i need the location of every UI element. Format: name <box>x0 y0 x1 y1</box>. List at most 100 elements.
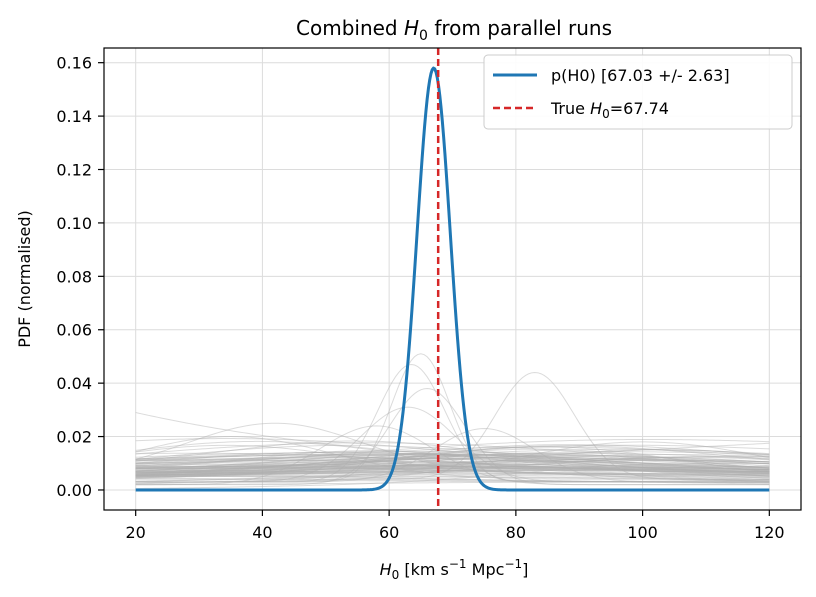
individual-run-curve <box>135 456 770 470</box>
individual-run-curve <box>135 459 770 473</box>
y-axis-label: PDF (normalised) <box>15 210 34 348</box>
individual-run-curve <box>135 446 770 473</box>
legend-truth-label: True H0=67.74 <box>550 99 669 121</box>
individual-run-curve <box>135 442 770 465</box>
individual-run-curve <box>135 440 770 476</box>
individual-run-curve <box>135 449 770 485</box>
individual-run-curve <box>135 363 770 483</box>
individual-run-curve <box>135 473 770 480</box>
individual-run-curve <box>135 463 770 474</box>
individual-run-curve <box>135 468 770 477</box>
individual-run-curve <box>135 451 770 476</box>
individual-run-curves <box>135 353 770 490</box>
individual-run-curve <box>135 480 770 486</box>
individual-run-curve <box>135 436 770 480</box>
legend-box <box>483 54 793 130</box>
individual-run-curve <box>135 470 770 480</box>
individual-run-curve <box>135 469 770 483</box>
x-axis-label: H0 [km s−1 Mpc−1] <box>380 557 529 582</box>
individual-run-curve <box>135 453 770 472</box>
individual-run-curve <box>135 465 770 474</box>
y-tick-label: 0.02 <box>56 428 92 447</box>
individual-run-curve <box>135 460 770 474</box>
y-tick-label: 0.12 <box>56 161 92 180</box>
individual-run-curve <box>135 468 770 475</box>
individual-run-curve <box>135 458 770 477</box>
individual-run-curve <box>135 425 770 486</box>
individual-run-curve <box>135 461 770 473</box>
individual-run-curve <box>135 456 770 471</box>
individual-run-curve <box>135 458 770 478</box>
individual-run-curve <box>135 412 770 471</box>
combined-curve-layer <box>135 66 770 492</box>
y-tick-label: 0.00 <box>56 481 92 500</box>
individual-run-curve <box>135 474 770 484</box>
individual-run-curve <box>135 456 770 482</box>
individual-run-curve <box>135 454 770 478</box>
individual-run-curve <box>135 450 770 473</box>
individual-run-curve <box>135 456 770 472</box>
individual-run-curve <box>135 467 770 473</box>
legend-combined-label: p(H0) [67.03 +/- 2.63] <box>551 66 730 85</box>
y-tick-label: 0.04 <box>56 374 92 393</box>
x-tick-label: 80 <box>506 523 526 542</box>
individual-run-curve <box>135 446 770 466</box>
individual-run-curve <box>135 444 770 468</box>
x-tick-label: 100 <box>627 523 658 542</box>
individual-run-curve <box>135 453 770 471</box>
individual-run-curve <box>135 475 770 481</box>
individual-run-curve <box>135 441 770 483</box>
y-axis-ticks: 0.00 0.02 0.04 0.06 0.08 0.10 0.12 0.14 0.16 <box>56 54 104 500</box>
individual-run-curve <box>135 472 770 479</box>
individual-run-curve <box>135 444 770 476</box>
individual-run-curve <box>135 469 770 480</box>
y-tick-label: 0.16 <box>56 54 92 73</box>
individual-run-curve <box>135 474 770 485</box>
individual-run-curve <box>135 479 770 484</box>
individual-run-curve <box>135 454 770 470</box>
individual-run-curve <box>135 466 770 471</box>
individual-run-curve <box>135 448 770 473</box>
individual-run-curve <box>135 455 770 478</box>
individual-run-curve <box>135 452 770 471</box>
y-tick-label: 0.14 <box>56 107 92 126</box>
individual-run-curve <box>135 465 770 473</box>
individual-run-curve <box>135 462 770 477</box>
legend: p(H0) [67.03 +/- 2.63] True H0=67.74 <box>483 54 793 130</box>
individual-run-curve <box>135 460 770 475</box>
individual-run-curve <box>135 477 770 484</box>
individual-run-curve <box>135 444 770 472</box>
individual-run-curve <box>135 471 770 477</box>
individual-run-curve <box>135 455 770 469</box>
individual-run-curve <box>135 465 770 476</box>
y-tick-label: 0.06 <box>56 321 92 340</box>
individual-run-curve <box>135 438 770 475</box>
individual-run-curve <box>135 406 770 483</box>
individual-run-curve <box>135 453 770 472</box>
individual-run-curve <box>135 353 770 483</box>
individual-run-curve <box>135 463 770 477</box>
individual-run-curve <box>135 452 770 475</box>
individual-run-curve <box>135 466 770 482</box>
individual-run-curve <box>135 457 770 475</box>
individual-run-curve <box>135 452 770 465</box>
individual-run-curve <box>135 453 770 469</box>
individual-run-curve <box>135 371 770 480</box>
plot-frame <box>103 47 802 511</box>
x-tick-label: 20 <box>126 523 146 542</box>
individual-run-curve <box>135 467 770 476</box>
individual-run-curve <box>135 452 770 475</box>
individual-run-curve <box>135 464 770 473</box>
x-axis-ticks: 20 40 60 80 100 120 <box>126 510 785 542</box>
y-tick-label: 0.10 <box>56 214 92 233</box>
individual-run-curve <box>135 466 770 483</box>
y-tick-label: 0.08 <box>56 267 92 286</box>
individual-run-curve <box>135 440 770 472</box>
individual-run-curve <box>135 451 770 465</box>
individual-run-curve <box>135 454 770 474</box>
individual-run-curve <box>135 466 770 474</box>
individual-run-curve <box>135 422 770 475</box>
individual-run-curve <box>135 457 770 471</box>
individual-run-curve <box>135 450 770 467</box>
